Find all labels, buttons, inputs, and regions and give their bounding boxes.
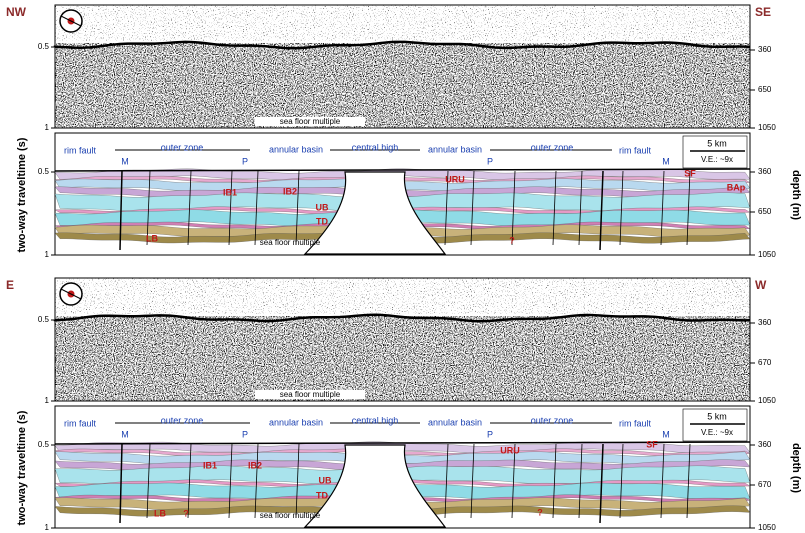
scale-label: 5 km xyxy=(707,411,727,421)
right-tick-label: 1050 xyxy=(758,123,776,132)
zone-label: outer zone xyxy=(161,415,204,425)
unit-label: ? xyxy=(183,508,189,518)
axis-label: depth (m) xyxy=(790,443,802,493)
seismic-noise xyxy=(55,43,750,128)
water-noise xyxy=(55,278,750,314)
zone-label: P xyxy=(487,429,493,439)
multiple-label: sea floor multiple xyxy=(280,117,341,126)
unit-label: LB xyxy=(154,508,166,518)
unit-label: SF xyxy=(646,439,658,449)
unit-label: IB1 xyxy=(223,187,237,197)
ve-label: V.E.: ~9x xyxy=(701,155,733,164)
left-tick-label: 1 xyxy=(45,396,50,405)
right-tick-label: 670 xyxy=(758,480,772,489)
end-label: NW xyxy=(6,5,27,19)
multiple-label: sea floor multiple xyxy=(260,238,321,247)
unit-label: IB1 xyxy=(203,460,217,470)
left-tick-label: 1 xyxy=(45,523,50,532)
zone-label: annular basin xyxy=(428,417,482,427)
left-tick-label: 0.5 xyxy=(38,42,50,51)
water-noise xyxy=(55,5,750,41)
unit-label: SF xyxy=(684,168,696,178)
unit-label: URU xyxy=(500,445,520,455)
right-tick-label: 670 xyxy=(758,358,772,367)
scale-label: 5 km xyxy=(707,138,727,148)
zone-label: P xyxy=(242,429,248,439)
unit-label: TD xyxy=(316,216,328,226)
unit-label: ? xyxy=(509,235,515,245)
zone-label: rim fault xyxy=(619,418,652,428)
unit-label: IB2 xyxy=(248,460,262,470)
left-tick-label: 0.5 xyxy=(38,315,50,324)
multiple-label: sea floor multiple xyxy=(280,390,341,399)
end-label: W xyxy=(755,278,767,292)
zone-label: M xyxy=(121,156,129,166)
zone-label: rim fault xyxy=(64,418,97,428)
zone-label: annular basin xyxy=(269,417,323,427)
unit-label: TD xyxy=(316,490,328,500)
axis-label: two-way traveltime (s) xyxy=(16,137,28,252)
end-label: E xyxy=(6,278,14,292)
unit-label: ? xyxy=(537,507,543,517)
left-tick-label: 0.5 xyxy=(38,167,50,176)
right-tick-label: 360 xyxy=(758,167,772,176)
right-tick-label: 360 xyxy=(758,318,772,327)
left-tick-label: 1 xyxy=(45,250,50,259)
zone-label: rim fault xyxy=(619,145,652,155)
axis-label: two-way traveltime (s) xyxy=(16,410,28,525)
unit-label: UB xyxy=(316,202,329,212)
unit-label: LB xyxy=(146,233,158,243)
unit-label: URU xyxy=(445,174,465,184)
zone-label: M xyxy=(662,429,670,439)
axis-label: depth (m) xyxy=(790,170,802,220)
zone-label: P xyxy=(242,156,248,166)
unit-label: UB xyxy=(319,475,332,485)
zone-label: central high xyxy=(352,142,399,152)
right-tick-label: 1050 xyxy=(758,396,776,405)
right-tick-label: 650 xyxy=(758,85,772,94)
left-tick-label: 1 xyxy=(45,123,50,132)
ve-label: V.E.: ~9x xyxy=(701,428,733,437)
right-tick-label: 1050 xyxy=(758,250,776,259)
zone-label: M xyxy=(662,156,670,166)
right-tick-label: 1050 xyxy=(758,523,776,532)
left-tick-label: 0.5 xyxy=(38,440,50,449)
right-tick-label: 650 xyxy=(758,207,772,216)
figure: NW SE two-way traveltime (s) depth (m) sea f… xyxy=(0,0,805,533)
unit-label: IB2 xyxy=(283,186,297,196)
zone-label: annular basin xyxy=(428,144,482,154)
zone-label: central high xyxy=(352,415,399,425)
multiple-label: sea floor multiple xyxy=(260,511,321,520)
zone-label: P xyxy=(487,156,493,166)
zone-label: outer zone xyxy=(161,142,204,152)
seismic-noise xyxy=(55,316,750,401)
zone-label: rim fault xyxy=(64,145,97,155)
zone-label: annular basin xyxy=(269,144,323,154)
unit-label: BAp xyxy=(727,182,746,192)
right-tick-label: 360 xyxy=(758,45,772,54)
zone-label: outer zone xyxy=(531,142,574,152)
right-tick-label: 360 xyxy=(758,440,772,449)
end-label: SE xyxy=(755,5,771,19)
zone-label: outer zone xyxy=(531,415,574,425)
zone-label: M xyxy=(121,429,129,439)
